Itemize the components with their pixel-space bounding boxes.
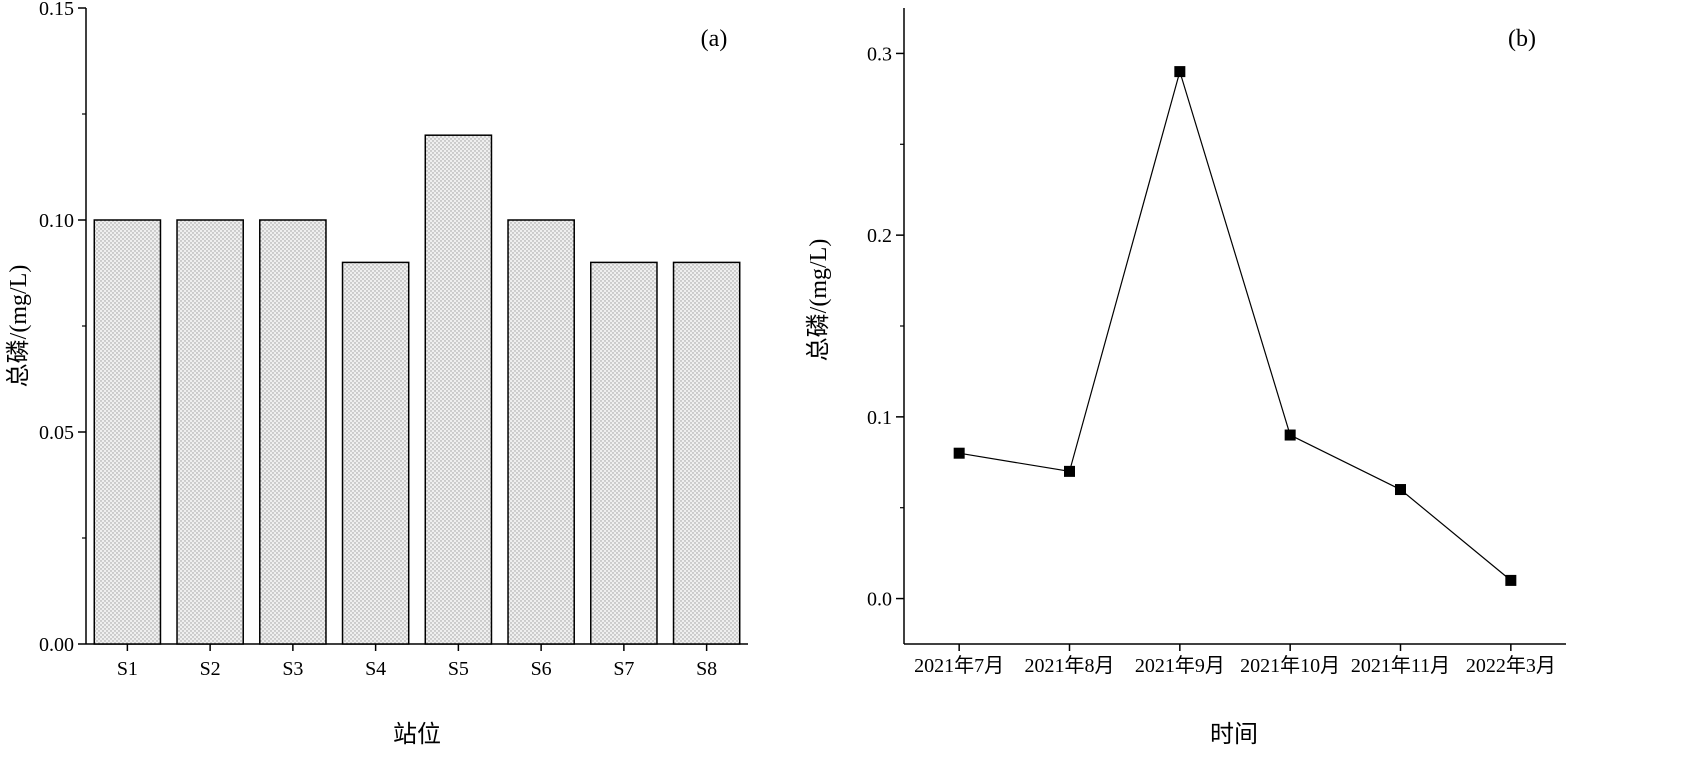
bar-s6: [507, 219, 575, 645]
panel-b-x-tick-label: 2022年3月: [1466, 654, 1556, 677]
bar-s5: [424, 134, 493, 645]
bar-s7: [590, 261, 658, 645]
panel-a-x-tick-label: S5: [448, 658, 469, 680]
panel-a-x-tick-label: S3: [282, 658, 303, 680]
panel-b-x-tick-label: 2021年9月: [1135, 654, 1225, 677]
panel-a-y-tick-label: 0.00: [39, 634, 74, 656]
panel-a-y-axis-title: 总磷/(mg/L): [5, 265, 32, 388]
panel-b-x-tick-label: 2021年11月: [1351, 654, 1450, 677]
panel-b-y-tick-label: 0.1: [867, 407, 892, 429]
series-line: [959, 69, 1512, 581]
data-point: [953, 447, 965, 459]
panel-a-x-tick-label: S6: [531, 658, 552, 680]
data-point: [1174, 66, 1186, 78]
data-point: [1505, 574, 1517, 586]
panel-a-bar-chart: 0.00 0.05 0.10 0.15 S1 S2 S3 S4 S5 S6 S7 S8 站位 总磷/…: [5, 0, 748, 748]
bar-s4: [341, 261, 410, 645]
panel-b-y-tick-label: 0.3: [867, 43, 892, 65]
panel-b-x-tick-label: 2021年7月: [914, 654, 1004, 677]
data-point: [1064, 465, 1075, 477]
panel-b-line-chart: 0.0 0.1 0.2 0.3 2021年7月 2021年8月 2021年9月 2021年1…: [805, 8, 1566, 748]
panel-a-x-tick-label: S8: [696, 658, 717, 680]
bar-s1: [93, 219, 162, 645]
panel-b-x-axis-title: 时间: [1210, 721, 1258, 748]
panel-b-y-axis-title: 总磷/(mg/L): [805, 239, 832, 362]
bar-s8: [672, 261, 741, 645]
bar-s3: [259, 219, 327, 645]
panel-a-y-tick-label: 0.05: [39, 422, 74, 444]
panel-a-x-tick-label: S2: [200, 658, 221, 680]
panel-a-x-tick-label: S1: [117, 658, 138, 680]
data-point: [1395, 484, 1406, 496]
panel-a-x-axis-title: 站位: [393, 721, 441, 748]
bar-s2: [176, 219, 244, 645]
panel-a-y-tick-label: 0.10: [39, 210, 74, 232]
panel-a-x-tick-label: S4: [365, 658, 386, 680]
panel-b-x-tick-label: 2021年8月: [1025, 654, 1115, 677]
panel-a-x-tick-label: S7: [613, 658, 634, 680]
panel-b-x-tick-label: 2021年10月: [1240, 654, 1340, 677]
panel-b-y-tick-label: 0.0: [867, 589, 892, 611]
panel-a-y-tick-label: 0.15: [39, 0, 74, 20]
panel-a-label: (a): [701, 26, 728, 52]
panel-b-label: (b): [1508, 26, 1536, 52]
panel-b-y-tick-label: 0.2: [867, 225, 892, 247]
data-point: [1284, 429, 1296, 441]
